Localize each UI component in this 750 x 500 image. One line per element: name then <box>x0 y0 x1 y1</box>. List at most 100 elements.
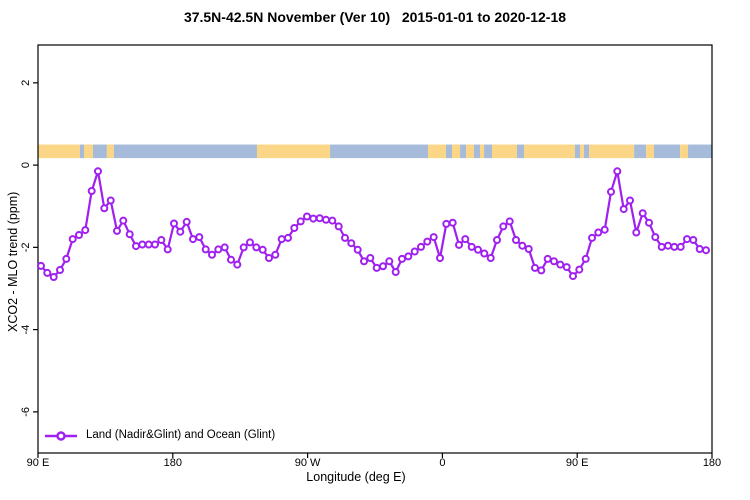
data-point-marker <box>695 245 704 253</box>
data-point-marker <box>265 254 273 262</box>
x-tick-label: 0 <box>439 457 445 469</box>
data-point-marker <box>480 249 489 258</box>
data-point-marker <box>626 196 634 205</box>
data-point-marker <box>296 217 305 226</box>
data-point-marker <box>208 250 216 259</box>
data-point-marker <box>290 224 299 232</box>
data-point-marker <box>328 216 337 225</box>
map-strip-land <box>83 144 93 159</box>
legend-label: Land (Nadir&Glint) and Ocean (Glint) <box>86 429 276 441</box>
data-point-marker <box>486 254 495 262</box>
x-tick-label: 90 W <box>295 457 321 469</box>
data-point-marker <box>467 242 476 251</box>
data-point-marker <box>613 167 622 176</box>
data-point-marker <box>49 273 58 281</box>
data-point-marker <box>404 252 413 261</box>
data-point-marker <box>607 187 615 196</box>
data-point-marker <box>638 209 647 218</box>
data-point-marker <box>645 218 653 227</box>
data-point-marker <box>277 235 286 244</box>
map-strip-land <box>479 144 485 159</box>
data-point-marker <box>220 243 229 252</box>
data-point-marker <box>474 245 482 254</box>
data-point-marker <box>151 240 159 249</box>
series-line <box>39 170 708 279</box>
data-point-marker <box>81 226 90 235</box>
map-strip-ocean <box>516 144 525 159</box>
x-tick-label: 90 E <box>566 457 589 469</box>
data-point-marker <box>87 187 96 195</box>
data-point-marker <box>493 236 501 244</box>
data-point-marker <box>201 245 210 254</box>
data-point-marker <box>417 242 425 251</box>
data-point-marker <box>385 257 394 266</box>
data-point-marker <box>347 239 356 248</box>
map-strip-ocean <box>330 144 429 159</box>
map-strip-land <box>491 144 517 159</box>
map-strip-ocean <box>113 144 257 159</box>
data-point-marker <box>543 254 552 263</box>
data-point-marker <box>461 235 470 244</box>
plot-border <box>37 44 713 454</box>
map-strip-ocean <box>654 144 681 159</box>
data-point-marker <box>531 263 539 272</box>
data-point-marker <box>56 266 64 274</box>
x-tick-label: 90 E <box>27 457 50 469</box>
data-point-marker <box>334 222 343 231</box>
data-point-marker <box>569 272 577 281</box>
data-point-marker <box>322 215 330 224</box>
data-point-marker <box>182 217 191 226</box>
data-point-marker <box>448 218 457 227</box>
data-point-marker <box>100 204 109 213</box>
chart-title: 37.5N-42.5N November (Ver 10) 2015-01-01… <box>183 9 567 25</box>
data-point-marker <box>360 257 368 266</box>
map-strip-ocean <box>574 144 581 159</box>
map-strip-land <box>524 144 575 159</box>
data-point-marker <box>315 214 324 223</box>
data-point-marker <box>157 236 166 244</box>
map-strip-ocean <box>688 144 712 159</box>
data-point-marker <box>353 245 362 254</box>
y-tick-label: -4 <box>20 325 32 335</box>
y-tick-label: -6 <box>20 407 32 417</box>
data-point-marker <box>537 266 546 275</box>
data-point-marker <box>252 243 261 252</box>
data-point-marker <box>271 250 280 259</box>
map-strip-ocean <box>460 144 467 159</box>
data-point-marker <box>550 257 558 266</box>
data-point-marker <box>309 214 318 223</box>
map-strip-land <box>680 144 689 159</box>
y-tick-label: 0 <box>20 162 32 168</box>
map-strip-ocean <box>474 144 480 159</box>
data-point-marker <box>575 265 584 274</box>
x-axis-label: Longitude (deg E) <box>306 470 406 484</box>
data-point-marker <box>505 217 514 226</box>
map-strip-ocean <box>79 144 84 159</box>
map-strip-land <box>589 144 635 159</box>
data-point-marker <box>524 245 533 253</box>
data-point-marker <box>664 241 672 250</box>
data-point-marker <box>132 242 140 251</box>
data-point-marker <box>170 219 178 228</box>
data-point-marker <box>689 236 698 244</box>
map-strip-land <box>428 144 446 159</box>
y-tick-label: 2 <box>20 80 32 86</box>
data-point-marker <box>499 222 508 231</box>
map-strip-ocean <box>634 144 647 159</box>
data-point-marker <box>398 254 406 263</box>
map-strip-ocean <box>92 144 107 159</box>
data-point-marker <box>163 245 172 254</box>
data-point-marker <box>227 255 235 264</box>
data-point-marker <box>37 261 45 270</box>
map-strip-land <box>38 144 80 159</box>
map-strip-ocean <box>445 144 452 159</box>
data-point-marker <box>94 167 102 176</box>
data-point-marker <box>138 240 147 249</box>
data-point-marker <box>246 238 254 247</box>
data-point-marker <box>442 219 451 228</box>
data-point-marker <box>68 235 77 244</box>
data-point-marker <box>303 212 311 221</box>
data-point-marker <box>676 242 685 251</box>
